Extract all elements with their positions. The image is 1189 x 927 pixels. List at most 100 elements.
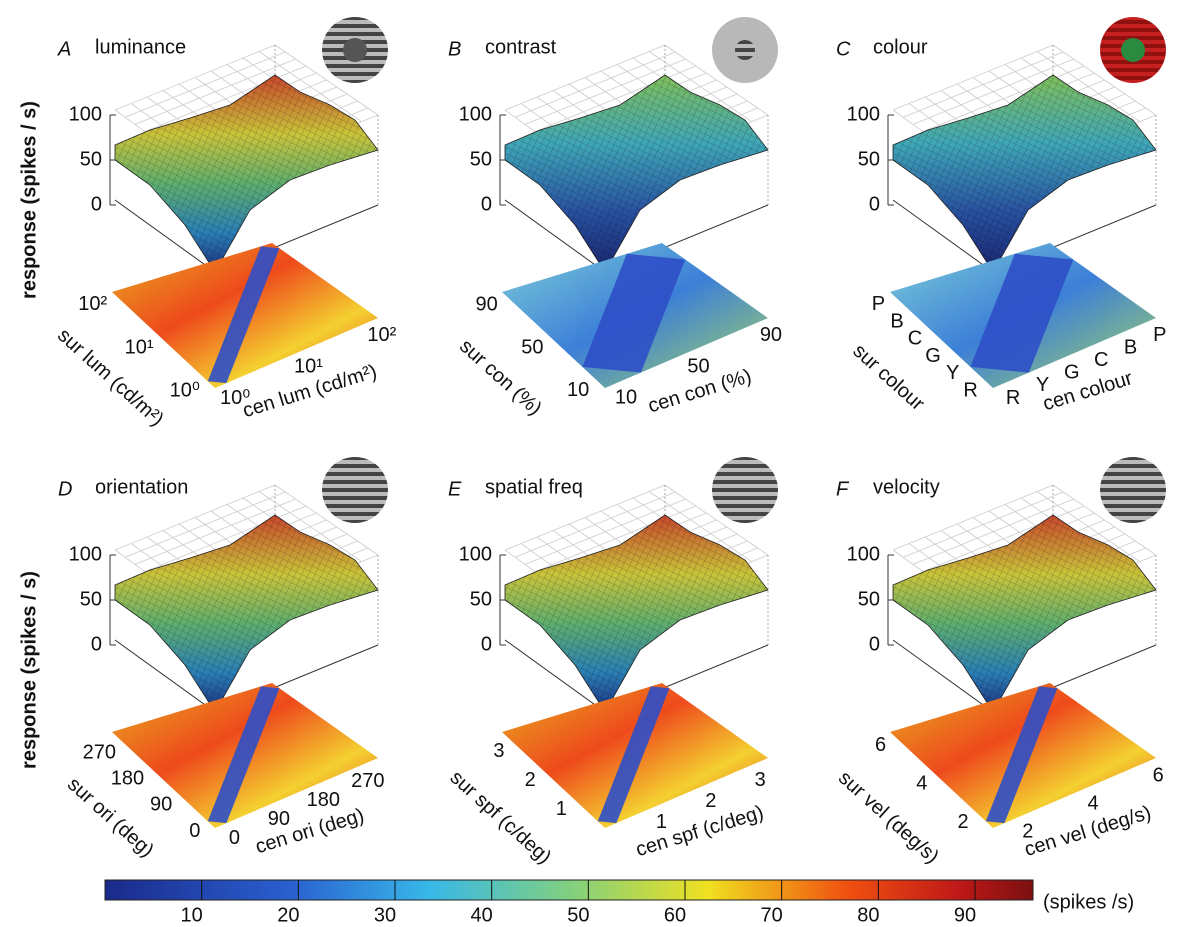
sur-tick-label: G xyxy=(925,345,941,367)
cen-tick-label: G xyxy=(1064,362,1080,384)
cen-tick-label: 10¹ xyxy=(294,355,323,377)
z-tick-label: 50 xyxy=(80,588,102,610)
surface-mesh xyxy=(115,75,378,272)
sur-tick-label: 90 xyxy=(475,294,497,316)
panel-letter: F xyxy=(836,478,850,500)
z-axis-label: response (spikes / s) xyxy=(18,101,40,299)
z-tick-label: 100 xyxy=(69,543,102,565)
figure: Aluminanceresponse (spikes / s)05010010⁰… xyxy=(0,0,1189,927)
panel-title: velocity xyxy=(873,476,940,498)
colorbar-tick-label: 70 xyxy=(761,904,783,926)
sur-tick-label: B xyxy=(890,310,903,332)
sur-tick-label: 4 xyxy=(916,772,927,794)
panel-letter: D xyxy=(58,478,72,500)
cen-tick-label: C xyxy=(1094,349,1108,371)
z-tick-label: 100 xyxy=(847,543,880,565)
cen-tick-label: P xyxy=(1153,324,1166,346)
colorbar-tick-label: 40 xyxy=(471,904,493,926)
sur-tick-label: C xyxy=(908,328,922,350)
z-tick-label: 50 xyxy=(858,148,880,170)
sur-tick-label: 2 xyxy=(525,769,536,791)
cen-axis-label: cen spf (c/deg) xyxy=(633,801,766,861)
z-tick-label: 100 xyxy=(69,103,102,125)
cen-tick-label: 10² xyxy=(367,324,396,346)
colorbar-tick-label: 30 xyxy=(374,904,396,926)
sur-tick-label: 50 xyxy=(521,336,543,358)
colorbar-label: (spikes /s) xyxy=(1043,891,1134,913)
cen-tick-label: 10 xyxy=(615,386,637,408)
sur-tick-label: 180 xyxy=(111,768,144,790)
cen-tick-label: 90 xyxy=(760,324,782,346)
z-tick-label: 50 xyxy=(470,588,492,610)
surface-mesh xyxy=(893,75,1156,272)
z-axis-label: response (spikes / s) xyxy=(18,571,40,769)
z-tick-label: 0 xyxy=(91,633,102,655)
colorbar-tick-label: 60 xyxy=(664,904,686,926)
surface-mesh xyxy=(505,75,768,272)
panel-title: orientation xyxy=(95,476,188,498)
z-tick-label: 50 xyxy=(858,588,880,610)
colorbar-tick-label: 20 xyxy=(277,904,299,926)
sur-tick-label: 270 xyxy=(83,741,116,763)
cen-tick-label: 50 xyxy=(687,355,709,377)
stimulus-center xyxy=(735,40,755,60)
stimulus-center xyxy=(343,38,367,62)
cen-tick-label: R xyxy=(1006,387,1020,409)
z-tick-label: 0 xyxy=(869,633,880,655)
stimulus-center xyxy=(735,480,755,500)
sur-axis-label: sur colour xyxy=(848,340,928,415)
panel-title: luminance xyxy=(95,36,186,58)
z-tick-label: 0 xyxy=(481,193,492,215)
sur-tick-label: Y xyxy=(946,362,959,384)
cen-tick-label: 270 xyxy=(351,770,384,792)
panel-letter: B xyxy=(448,38,461,60)
sur-tick-label: 3 xyxy=(493,740,504,762)
surface-mesh xyxy=(115,515,378,712)
surface-mesh xyxy=(893,515,1156,712)
stimulus-center xyxy=(345,480,365,500)
cen-tick-label: 180 xyxy=(307,789,340,811)
cen-tick-label: 6 xyxy=(1153,764,1164,786)
sur-tick-label: 0 xyxy=(189,820,200,842)
colorbar-tick-label: 50 xyxy=(567,904,589,926)
cen-axis-label: cen colour xyxy=(1040,367,1135,415)
cen-tick-label: 4 xyxy=(1087,792,1098,814)
cen-tick-label: 3 xyxy=(755,769,766,791)
sur-tick-label: 90 xyxy=(150,794,172,816)
cen-tick-label: 2 xyxy=(705,790,716,812)
sur-tick-label: 10² xyxy=(78,293,107,315)
sur-tick-label: 10¹ xyxy=(125,336,154,358)
panel-letter: E xyxy=(448,478,462,500)
panel-title: spatial freq xyxy=(485,476,583,498)
sur-tick-label: 10 xyxy=(567,379,589,401)
panel-letter: A xyxy=(57,38,71,60)
sur-tick-label: 6 xyxy=(875,734,886,756)
sur-tick-label: 1 xyxy=(556,798,567,820)
colorbar-tick-label: 90 xyxy=(954,904,976,926)
colorbar-tick-label: 80 xyxy=(857,904,879,926)
z-tick-label: 0 xyxy=(91,193,102,215)
colorbar xyxy=(105,880,1033,900)
sur-tick-label: P xyxy=(872,293,885,315)
sur-axis-label: sur spf (c/deg) xyxy=(446,767,556,869)
panel-letter: C xyxy=(836,38,851,60)
panel-title: colour xyxy=(873,36,928,58)
sur-tick-label: 2 xyxy=(957,811,968,833)
cen-tick-label: B xyxy=(1124,336,1137,358)
z-tick-label: 100 xyxy=(459,543,492,565)
z-tick-label: 0 xyxy=(481,633,492,655)
sur-tick-label: 10⁰ xyxy=(170,379,200,401)
cen-tick-label: 0 xyxy=(229,827,240,849)
surface-mesh xyxy=(505,515,768,712)
colorbar-tick-label: 10 xyxy=(181,904,203,926)
panel-title: contrast xyxy=(485,36,557,58)
z-tick-label: 0 xyxy=(869,193,880,215)
sur-tick-label: R xyxy=(963,379,977,401)
z-tick-label: 50 xyxy=(80,148,102,170)
